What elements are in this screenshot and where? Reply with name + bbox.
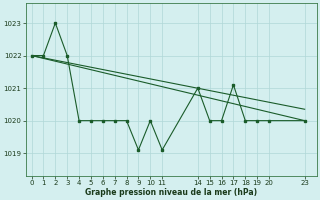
X-axis label: Graphe pression niveau de la mer (hPa): Graphe pression niveau de la mer (hPa) [85, 188, 257, 197]
